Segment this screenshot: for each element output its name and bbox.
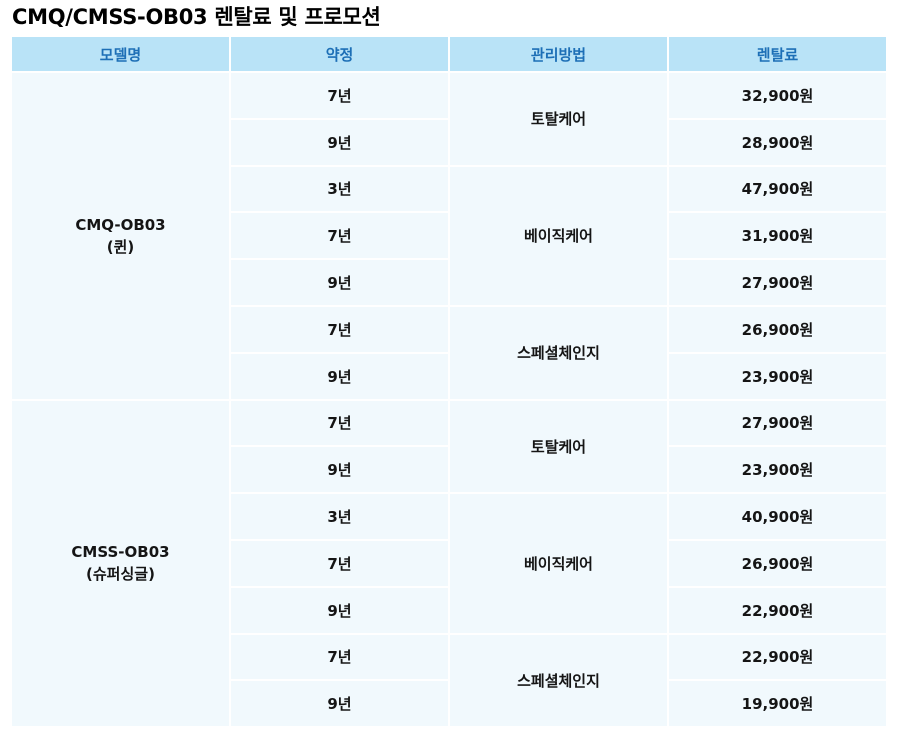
rental-fee-cell: 32,900원	[669, 73, 886, 118]
term-cell: 3년	[231, 166, 448, 212]
care-method-cell: 베이직케어	[450, 166, 667, 305]
term-cell: 7년	[231, 306, 448, 352]
rental-fee-cell: 22,900원	[669, 634, 886, 680]
rental-fee-cell: 26,900원	[669, 306, 886, 352]
term-cell: 7년	[231, 634, 448, 680]
care-method-cell: 토탈케어	[450, 400, 667, 493]
header-term: 약정	[231, 37, 448, 71]
table-row: 7년 26,900원	[12, 540, 886, 586]
header-care-method: 관리방법	[450, 37, 667, 71]
term-cell: 9년	[231, 260, 448, 305]
rental-fee-cell: 27,900원	[669, 260, 886, 305]
term-cell: 7년	[231, 400, 448, 446]
table-row: 9년 27,900원	[12, 260, 886, 305]
model-name: CMQ-OB03	[75, 215, 166, 234]
care-method-cell: 스페셜체인지	[450, 306, 667, 399]
model-name: CMSS-OB03	[71, 543, 170, 562]
term-cell: 9년	[231, 447, 448, 493]
care-method-cell: 스페셜체인지	[450, 634, 667, 727]
rental-fee-cell: 26,900원	[669, 540, 886, 586]
rental-price-table: 모델명 약정 관리방법 렌탈료 CMQ-OB03 (퀸) 7년 토탈케어 32,900원…	[10, 35, 888, 728]
rental-fee-cell: 40,900원	[669, 494, 886, 539]
table-row: 3년 베이직케어 47,900원	[12, 166, 886, 305]
header-row: 모델명 약정 관리방법 렌탈료	[12, 37, 886, 71]
header-rental-fee: 렌탈료	[669, 37, 886, 71]
care-method-cell: 토탈케어	[450, 73, 667, 165]
model-cell: CMSS-OB03 (슈퍼싱글)	[12, 400, 229, 727]
table-row: 9년 19,900원	[12, 681, 886, 727]
page-title: CMQ/CMSS-OB03 렌탈료 및 프로모션	[12, 5, 381, 29]
rental-fee-cell: 22,900원	[669, 587, 886, 633]
table-row: 9년 22,900원	[12, 587, 886, 633]
table-row: 9년 28,900원	[12, 119, 886, 165]
model-cell: CMQ-OB03 (퀸)	[12, 73, 229, 399]
table-row: 9년 23,900원	[12, 353, 886, 399]
table-row: 7년 스페셜체인지 22,900원	[12, 634, 886, 727]
term-cell: 9년	[231, 587, 448, 633]
table-row: 3년 베이직케어 40,900원	[12, 494, 886, 633]
model-size: (슈퍼싱글)	[86, 565, 155, 584]
rental-fee-cell: 23,900원	[669, 353, 886, 399]
rental-fee-cell: 28,900원	[669, 119, 886, 165]
term-cell: 9년	[231, 353, 448, 399]
rental-fee-cell: 31,900원	[669, 213, 886, 259]
table-row: 7년 스페셜체인지 26,900원	[12, 306, 886, 399]
table-row: 9년 23,900원	[12, 447, 886, 493]
rental-fee-cell: 19,900원	[669, 681, 886, 727]
model-size: (퀸)	[106, 237, 135, 256]
header-model: 모델명	[12, 37, 229, 71]
table-row: CMQ-OB03 (퀸) 7년 토탈케어 32,900원	[12, 73, 886, 399]
term-cell: 3년	[231, 494, 448, 539]
term-cell: 9년	[231, 119, 448, 165]
table-row: 7년 31,900원	[12, 213, 886, 259]
table-row: CMSS-OB03 (슈퍼싱글) 7년 토탈케어 27,900원	[12, 400, 886, 727]
term-cell: 7년	[231, 213, 448, 259]
rental-fee-cell: 23,900원	[669, 447, 886, 493]
care-method-cell: 베이직케어	[450, 494, 667, 633]
rental-fee-cell: 27,900원	[669, 400, 886, 446]
term-cell: 7년	[231, 73, 448, 118]
term-cell: 9년	[231, 681, 448, 727]
table-body: CMQ-OB03 (퀸) 7년 토탈케어 32,900원 9년 28,900원 3년 베이직케어…	[12, 73, 886, 727]
rental-fee-cell: 47,900원	[669, 166, 886, 212]
term-cell: 7년	[231, 540, 448, 586]
